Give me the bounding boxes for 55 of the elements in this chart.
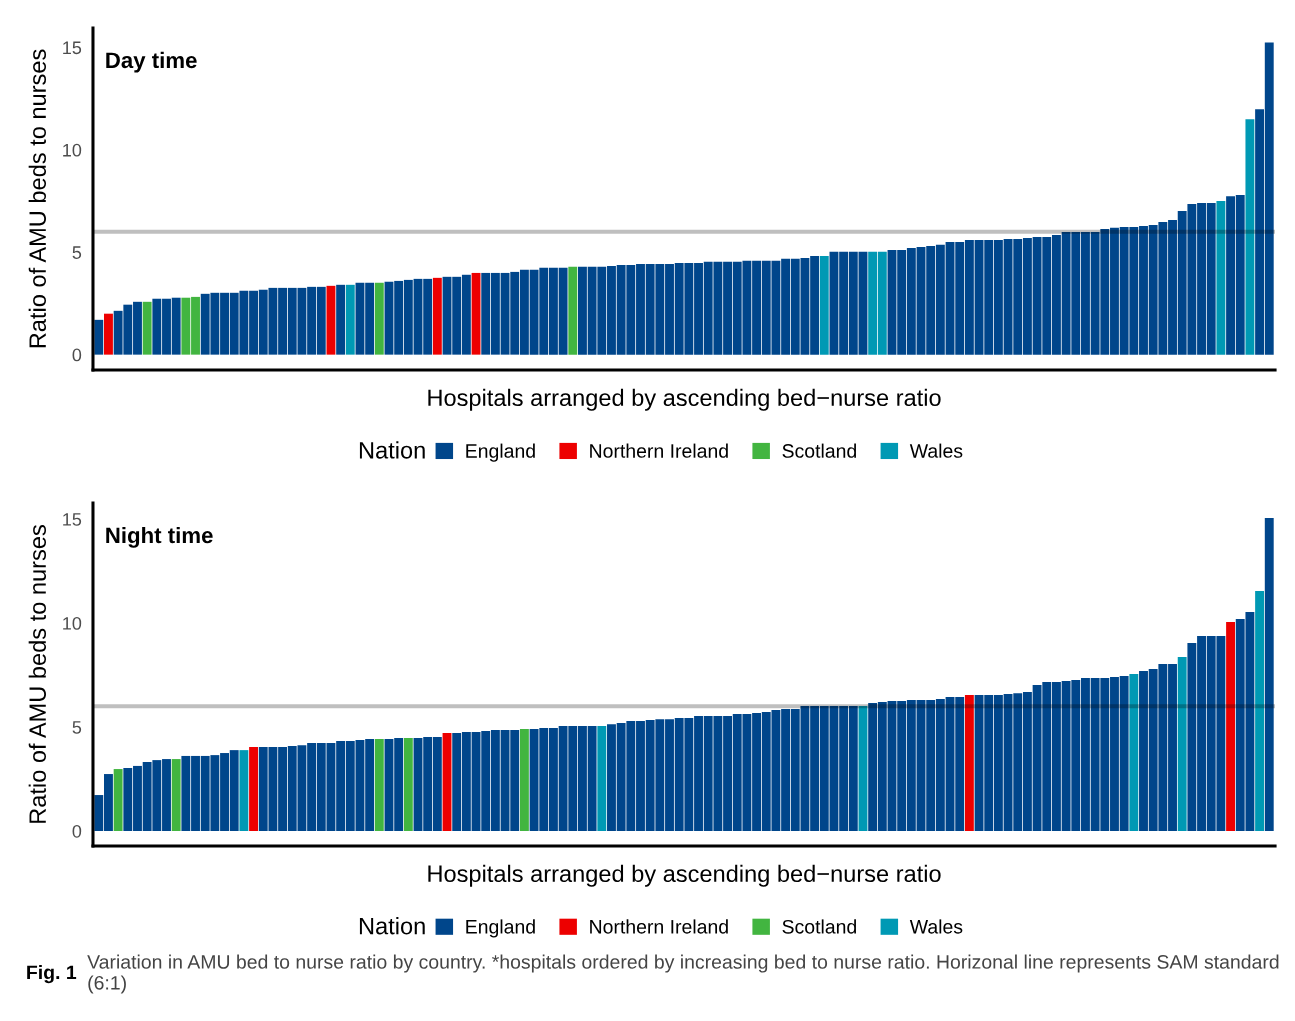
legend-label: Wales bbox=[909, 443, 963, 458]
text: Day time bbox=[106, 51, 197, 73]
y-tick-label: 15 bbox=[63, 513, 82, 526]
legend-label: Wales bbox=[909, 919, 963, 934]
bar bbox=[442, 733, 452, 832]
bar bbox=[249, 747, 259, 832]
bar bbox=[1255, 591, 1265, 832]
bar bbox=[374, 739, 384, 832]
y-tick-label: 10 bbox=[63, 616, 82, 630]
y-tick-label: 5 bbox=[72, 246, 82, 259]
bar bbox=[1264, 518, 1274, 832]
legend-title: Nation bbox=[359, 917, 425, 935]
y-tick-label: 0 bbox=[72, 824, 82, 838]
bar bbox=[519, 729, 529, 832]
bar bbox=[336, 284, 346, 355]
bar bbox=[858, 706, 868, 832]
y-axis-title: Ratio of AMU beds to nurses bbox=[28, 49, 47, 348]
legend-label: Northern Ireland bbox=[590, 919, 728, 934]
text: Night time bbox=[106, 526, 213, 548]
legend-label: Scotland bbox=[782, 919, 856, 934]
y-tick-label: 10 bbox=[63, 143, 82, 157]
bar bbox=[104, 313, 113, 355]
bar bbox=[113, 769, 123, 832]
bar bbox=[239, 750, 249, 832]
bar bbox=[94, 319, 104, 355]
bar bbox=[819, 255, 829, 355]
y-tick-label: 15 bbox=[63, 41, 82, 55]
legend-label: England bbox=[466, 443, 535, 462]
bar bbox=[432, 277, 442, 355]
bar bbox=[403, 738, 413, 832]
bar bbox=[1245, 119, 1255, 355]
y-tick-label: 0 bbox=[72, 348, 82, 362]
legend-label: Northern Ireland bbox=[590, 443, 728, 458]
x-axis-title: Hospitals arranged by ascending bed−nurse ratio bbox=[428, 864, 941, 887]
bar bbox=[964, 695, 974, 832]
legend-title: Nation bbox=[359, 441, 425, 459]
bar bbox=[345, 284, 355, 355]
legend-label: Scotland bbox=[782, 443, 856, 458]
bar bbox=[1216, 201, 1226, 355]
y-axis-title: Ratio of AMU beds to nurses bbox=[28, 525, 47, 823]
bar bbox=[326, 285, 336, 355]
bar bbox=[568, 266, 578, 355]
bar bbox=[374, 282, 384, 355]
bar bbox=[471, 272, 481, 355]
legend-label: England bbox=[466, 919, 535, 938]
bar bbox=[171, 759, 181, 832]
bar bbox=[1177, 656, 1187, 832]
bar bbox=[597, 726, 607, 832]
caption: Fig. 1 bbox=[27, 964, 77, 984]
y-tick-label: 5 bbox=[72, 721, 82, 734]
bar bbox=[1129, 674, 1139, 832]
x-axis-title: Hospitals arranged by ascending bed−nurse ratio bbox=[428, 388, 941, 411]
bar bbox=[142, 301, 152, 355]
text: Variation in AMU bed to nurse ratio by country. *hospitals ordered by increasing bed to nurse ratio. Horizonal line represents SAM standard (6:1) bbox=[87, 954, 1279, 994]
bar bbox=[1226, 622, 1236, 832]
